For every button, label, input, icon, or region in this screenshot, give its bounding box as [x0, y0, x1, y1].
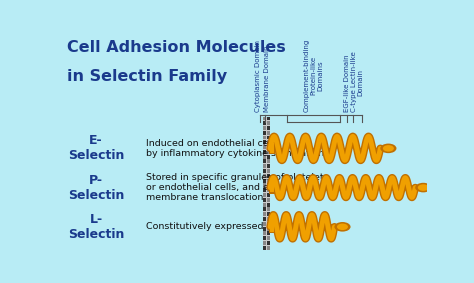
Bar [264, 126, 266, 130]
Bar [267, 203, 270, 207]
Circle shape [383, 145, 394, 152]
Bar [267, 121, 270, 125]
Bar [267, 169, 270, 173]
Bar [267, 241, 270, 245]
Bar [267, 183, 270, 187]
Bar [270, 222, 274, 232]
Bar [264, 231, 266, 235]
Bar [264, 145, 266, 149]
Bar [264, 183, 266, 187]
Bar [264, 160, 266, 163]
Bar [267, 140, 270, 144]
Circle shape [334, 222, 351, 231]
Text: Membrane Domain: Membrane Domain [264, 46, 270, 112]
Text: Stored in specific granules of platelets
or endothelial cells, and expressed by
: Stored in specific granules of platelets… [146, 173, 328, 203]
Text: L-
Selectin: L- Selectin [68, 213, 124, 241]
Text: EGF-like Domain: EGF-like Domain [344, 55, 350, 112]
Bar [267, 222, 270, 226]
Bar [270, 143, 274, 153]
Bar [264, 212, 266, 216]
Bar [264, 150, 266, 154]
Bar [264, 136, 266, 140]
Text: Complement-binding
Protein-like
Domains: Complement-binding Protein-like Domains [303, 39, 323, 112]
Circle shape [418, 184, 429, 191]
Bar [270, 183, 274, 192]
Circle shape [415, 183, 431, 192]
Bar [267, 160, 270, 163]
Text: in Selectin Family: in Selectin Family [66, 69, 227, 84]
Text: P-
Selectin: P- Selectin [68, 173, 124, 201]
Bar [269, 142, 275, 154]
Bar [267, 212, 270, 216]
Text: Cell Adhesion Molecules: Cell Adhesion Molecules [66, 40, 285, 55]
Bar [264, 169, 266, 173]
Text: Cytoplasmic Domain: Cytoplasmic Domain [255, 40, 261, 112]
Bar [267, 164, 270, 168]
Bar [267, 198, 270, 202]
Bar [264, 179, 266, 183]
Bar [264, 198, 266, 202]
Bar [267, 188, 270, 192]
Bar [264, 117, 266, 120]
Bar [267, 246, 270, 250]
Bar [267, 131, 270, 135]
Bar [267, 174, 270, 178]
Bar [267, 145, 270, 149]
Bar [264, 246, 266, 250]
Bar [264, 155, 266, 158]
Bar [267, 207, 270, 211]
Bar [264, 164, 266, 168]
Bar [264, 193, 266, 197]
Bar [264, 117, 270, 250]
Bar [267, 150, 270, 154]
Bar [269, 221, 275, 233]
Text: E-
Selectin: E- Selectin [68, 134, 124, 162]
Circle shape [337, 224, 348, 230]
Text: Constitutively expressed on leukocytes: Constitutively expressed on leukocytes [146, 222, 332, 231]
Bar [267, 179, 270, 183]
Bar [264, 203, 266, 207]
Text: Induced on endothelial cells
by inflammatory cytokine stimulation: Induced on endothelial cells by inflamma… [146, 139, 324, 158]
Bar [264, 174, 266, 178]
Bar [264, 222, 266, 226]
Bar [269, 182, 275, 194]
Bar [267, 136, 270, 140]
Bar [264, 188, 266, 192]
Bar [267, 155, 270, 158]
Bar [264, 241, 266, 245]
Bar [264, 236, 266, 240]
Circle shape [380, 143, 396, 153]
Bar [267, 217, 270, 221]
Bar [264, 227, 266, 231]
Bar [267, 227, 270, 231]
Text: C-type Lectin-like
Domain: C-type Lectin-like Domain [351, 52, 364, 112]
Bar [264, 207, 266, 211]
Bar [267, 231, 270, 235]
Bar [267, 117, 270, 120]
Bar [264, 131, 266, 135]
Bar [267, 126, 270, 130]
Bar [267, 236, 270, 240]
Bar [264, 217, 266, 221]
Bar [267, 193, 270, 197]
Bar [264, 140, 266, 144]
Bar [264, 121, 266, 125]
